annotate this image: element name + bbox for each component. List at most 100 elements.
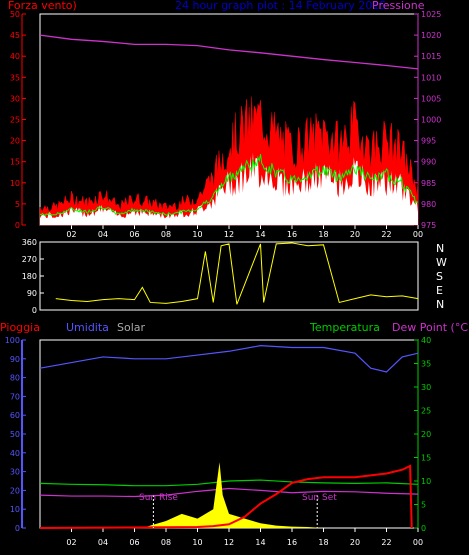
- direction-tick-label: 180: [22, 272, 37, 281]
- compass-label: S: [436, 270, 443, 283]
- y-tick-label-right: 1010: [421, 73, 441, 82]
- compass-label: E: [436, 284, 443, 297]
- x-tick-label: 16: [287, 230, 297, 239]
- x-tick-label: 08: [161, 230, 171, 239]
- direction-tick-label: 90: [27, 289, 37, 298]
- y-tick-label: 0: [15, 221, 20, 230]
- x-tick-label: 00: [413, 538, 423, 547]
- y-tick-label-right: 5: [421, 501, 426, 510]
- x-tick-label: 04: [98, 230, 108, 239]
- y-tick-label-right: 1015: [421, 52, 441, 61]
- y-tick-label: 30: [10, 94, 20, 103]
- y-tick-label: 50: [10, 430, 20, 439]
- direction-tick-label: 360: [22, 238, 37, 247]
- x-tick-label: 16: [287, 538, 297, 547]
- panel3-frame: [39, 339, 419, 529]
- x-tick-label: 12: [224, 230, 234, 239]
- x-tick-label: 22: [381, 538, 391, 547]
- y-tick-label-right: 20: [421, 430, 431, 439]
- y-tick-label: 80: [10, 374, 20, 383]
- y-tick-label-right: 15: [421, 454, 431, 463]
- wind-pressure-panel: 0510152025303540455097598098599099510001…: [10, 10, 442, 239]
- sun-set-annotation: Sun Set: [302, 493, 337, 503]
- y-tick-label-right: 40: [421, 336, 431, 345]
- y-tick-label-right: 990: [421, 158, 436, 167]
- rain-humidity-temp-panel: 0102030405060708090100051015202530354002…: [5, 336, 431, 547]
- y-tick-label: 15: [10, 158, 20, 167]
- x-tick-label: 06: [129, 538, 139, 547]
- x-tick-label: 14: [255, 230, 265, 239]
- x-tick-label: 20: [350, 538, 360, 547]
- wind-average-line: [39, 154, 419, 217]
- wind-speed-area: [40, 152, 418, 225]
- x-tick-label: 02: [66, 230, 76, 239]
- chart-title: 24 hour graph plot : 14 February 2015: [175, 0, 386, 12]
- compass-label: N: [436, 298, 444, 311]
- y-tick-label-right: 1000: [421, 116, 441, 125]
- compass-label: N: [436, 242, 444, 255]
- x-tick-label: 22: [381, 230, 391, 239]
- x-tick-label: 12: [224, 538, 234, 547]
- y-tick-label: 10: [10, 505, 20, 514]
- panel2-frame: [39, 241, 419, 311]
- x-tick-label: 10: [192, 538, 202, 547]
- x-tick-label: 14: [255, 538, 265, 547]
- y-tick-label-right: 0: [421, 524, 426, 533]
- y-tick-label-right: 10: [421, 477, 431, 486]
- solar-label: Solar: [117, 321, 146, 334]
- pressure-line: [39, 34, 419, 70]
- rain-label: Pioggia: [0, 321, 40, 334]
- rain-line: [39, 464, 413, 529]
- y-tick-label: 40: [10, 449, 20, 458]
- y-tick-label: 50: [10, 10, 20, 19]
- wind-direction-line: [55, 242, 419, 305]
- humidity-line: [39, 345, 419, 373]
- direction-tick-label: 0: [32, 306, 37, 315]
- y-tick-label-right: 975: [421, 221, 436, 230]
- y-tick-label: 100: [5, 336, 20, 345]
- x-tick-label: 06: [129, 230, 139, 239]
- y-tick-label-right: 980: [421, 200, 436, 209]
- y-tick-label: 35: [10, 73, 20, 82]
- dew-point-label: Dew Point (°C): [392, 321, 469, 334]
- wind-speed-label: Forza vento): [8, 0, 77, 12]
- x-tick-label: 18: [318, 230, 328, 239]
- direction-tick-label: 270: [22, 255, 37, 264]
- x-tick-label: 04: [98, 538, 108, 547]
- y-tick-label: 40: [10, 52, 20, 61]
- x-tick-label: 20: [350, 230, 360, 239]
- y-tick-label: 20: [10, 137, 20, 146]
- y-tick-label: 90: [10, 355, 20, 364]
- y-tick-label: 20: [10, 486, 20, 495]
- x-tick-label: 18: [318, 538, 328, 547]
- y-tick-label-right: 35: [421, 360, 431, 369]
- temperature-line: [39, 479, 419, 487]
- humidity-label: Umidita: [66, 321, 109, 334]
- y-tick-label: 60: [10, 411, 20, 420]
- x-tick-label: 10: [192, 230, 202, 239]
- compass-label: W: [436, 256, 447, 269]
- y-tick-label-right: 1025: [421, 10, 441, 19]
- y-tick-label-right: 30: [421, 383, 431, 392]
- y-tick-label: 30: [10, 468, 20, 477]
- temperature-label: Temperatura: [309, 321, 380, 334]
- dew-point-line: [39, 487, 419, 498]
- y-tick-label: 45: [10, 31, 20, 40]
- y-tick-label: 25: [10, 116, 20, 125]
- pressure-label: Pressione: [372, 0, 425, 12]
- y-tick-label-right: 25: [421, 407, 431, 416]
- x-tick-label: 00: [413, 230, 423, 239]
- x-tick-label: 08: [161, 538, 171, 547]
- y-tick-label-right: 995: [421, 137, 436, 146]
- y-tick-label: 70: [10, 392, 20, 401]
- x-tick-label: 02: [66, 538, 76, 547]
- y-tick-label: 10: [10, 179, 20, 188]
- y-tick-label-right: 1020: [421, 31, 441, 40]
- y-tick-label: 5: [15, 200, 20, 209]
- sun-rise-annotation: Sun Rise: [139, 493, 178, 503]
- y-tick-label-right: 1005: [421, 94, 441, 103]
- y-tick-label-right: 985: [421, 179, 436, 188]
- y-tick-label: 0: [15, 524, 20, 533]
